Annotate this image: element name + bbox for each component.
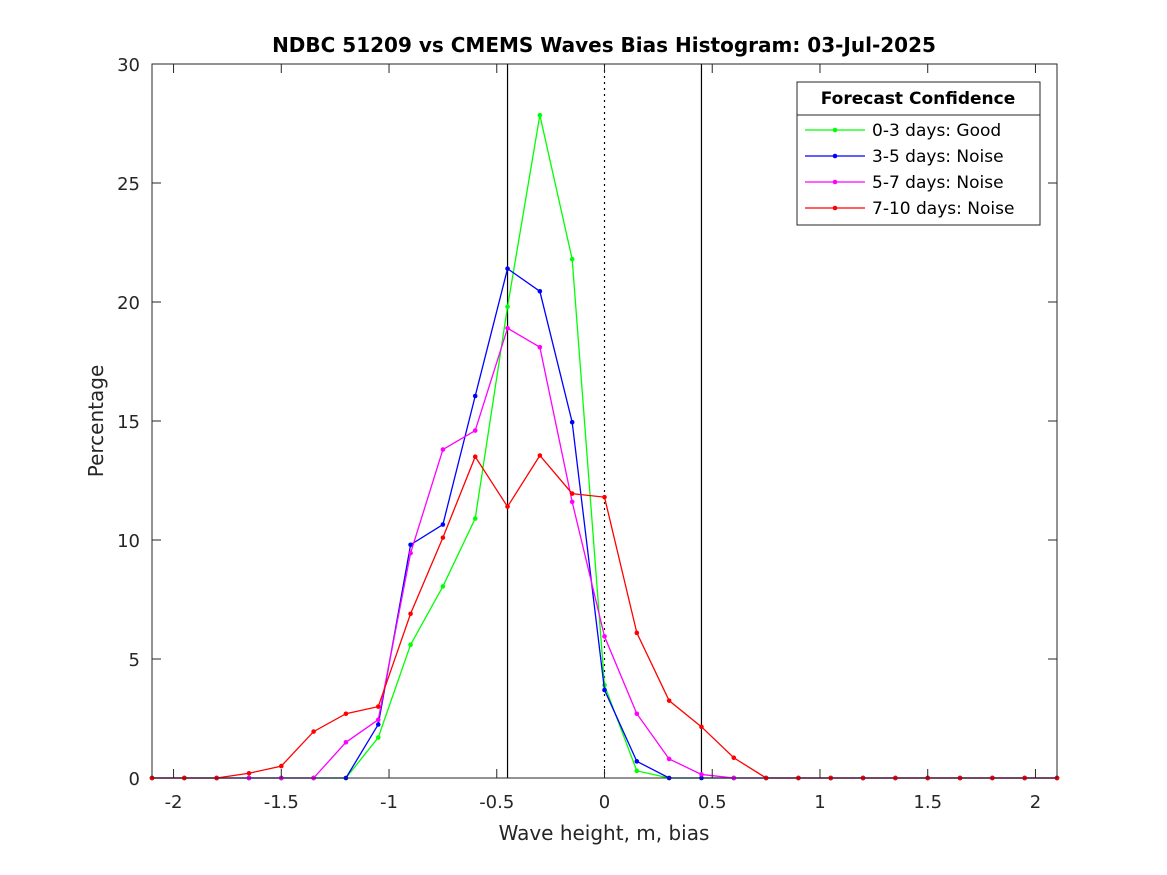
data-point xyxy=(440,584,446,589)
x-tick-label: -1 xyxy=(380,792,398,813)
chart-title: NDBC 51209 vs CMEMS Waves Bias Histogram… xyxy=(272,33,936,57)
legend-title: Forecast Confidence xyxy=(821,89,1016,109)
data-point xyxy=(246,770,252,776)
legend-label: 3-5 days: Noise xyxy=(872,147,1004,167)
x-tick-label: -1.5 xyxy=(264,792,299,813)
legend-label: 5-7 days: Noise xyxy=(872,173,1004,193)
data-point xyxy=(634,711,640,717)
legend-label: 0-3 days: Good xyxy=(872,121,1001,141)
x-tick-label: 1.5 xyxy=(913,792,942,813)
legend-marker xyxy=(832,127,838,133)
data-point xyxy=(505,325,510,331)
data-point xyxy=(408,642,413,648)
reference-lines xyxy=(506,64,703,778)
data-point xyxy=(634,759,640,764)
data-point xyxy=(472,454,478,460)
data-point xyxy=(408,550,413,556)
x-tick-label: 1 xyxy=(814,792,825,813)
data-point xyxy=(537,112,543,118)
x-tick-label: 0 xyxy=(599,792,610,813)
data-point xyxy=(569,419,575,425)
data-point xyxy=(602,687,607,693)
data-point xyxy=(343,711,349,717)
data-point xyxy=(505,304,510,310)
data-point xyxy=(375,704,381,709)
data-point xyxy=(537,288,543,294)
data-point xyxy=(440,535,446,540)
data-point xyxy=(569,499,575,505)
data-point xyxy=(440,522,446,527)
data-point xyxy=(634,768,640,774)
data-point xyxy=(602,634,607,639)
y-tick-label: 10 xyxy=(117,531,140,552)
legend-marker xyxy=(832,205,838,211)
x-tick-label: 0.5 xyxy=(698,792,727,813)
y-tick-label: 5 xyxy=(129,650,140,671)
data-point xyxy=(634,630,640,636)
data-point xyxy=(408,611,413,617)
data-point xyxy=(731,755,737,761)
data-point xyxy=(278,763,284,769)
y-axis-label: Percentage xyxy=(84,365,108,478)
legend: Forecast Confidence 0-3 days: Good 3-5 da… xyxy=(796,81,1041,226)
data-point xyxy=(666,756,672,762)
data-point xyxy=(472,393,478,399)
data-point xyxy=(375,735,381,740)
y-tick-label: 30 xyxy=(117,55,140,76)
x-tick-label: 2 xyxy=(1030,792,1041,813)
legend-marker xyxy=(832,179,838,185)
data-point xyxy=(666,698,672,703)
x-axis-label: Wave height, m, bias xyxy=(499,821,710,845)
y-tick-label: 25 xyxy=(117,174,140,195)
data-point xyxy=(311,729,316,734)
data-point xyxy=(569,256,575,262)
data-point xyxy=(505,504,510,509)
data-point xyxy=(602,494,607,500)
data-point xyxy=(537,453,543,458)
legend-box xyxy=(796,81,1041,226)
data-point xyxy=(569,491,575,496)
y-tick-label: 15 xyxy=(117,412,140,433)
x-tick-label: -2 xyxy=(165,792,183,813)
data-point xyxy=(472,516,478,521)
data-point xyxy=(343,740,349,745)
data-point xyxy=(472,428,478,433)
legend-label: 7-10 days: Noise xyxy=(872,199,1014,219)
data-point xyxy=(408,542,413,548)
data-point xyxy=(699,772,704,777)
x-tick-label: -0.5 xyxy=(479,792,514,813)
legend-entries: 0-3 days: Good 3-5 days: Noise 5-7 days: N… xyxy=(805,121,1014,219)
data-point xyxy=(537,344,543,350)
y-tick-label: 20 xyxy=(117,293,140,314)
data-point xyxy=(440,447,446,452)
data-point xyxy=(699,724,704,730)
data-point xyxy=(375,722,381,727)
legend-marker xyxy=(832,153,838,159)
y-tick-label: 0 xyxy=(129,769,140,790)
data-point xyxy=(375,717,381,722)
data-point xyxy=(505,266,510,271)
